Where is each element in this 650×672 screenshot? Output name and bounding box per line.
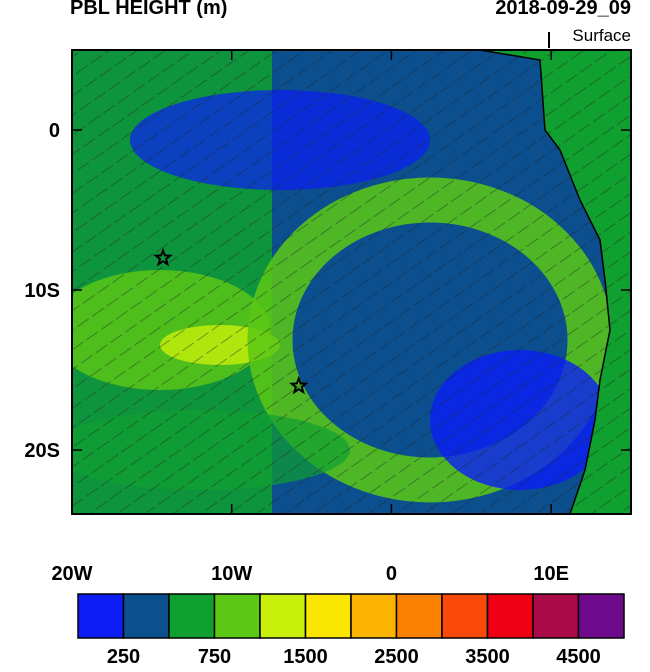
colorbar-box (350, 593, 398, 639)
colorbar-box (486, 593, 534, 639)
x-tick-label: 10W (211, 563, 252, 585)
field (72, 50, 631, 514)
x-tick-label: 10E (533, 563, 569, 585)
colorbar-box (304, 593, 352, 639)
star-marker (289, 375, 309, 395)
colorbar-box (77, 593, 125, 639)
x-tick-label: 20W (51, 563, 92, 585)
colorbar-label: 4500 (556, 646, 601, 667)
colorbar-box (259, 593, 307, 639)
colorbar-label: 750 (198, 646, 231, 667)
x-tick-label: 0 (386, 563, 397, 585)
colorbar-box (395, 593, 443, 639)
colorbar-box (122, 593, 170, 639)
colorbar-label: 250 (107, 646, 140, 667)
colorbar-box (168, 593, 216, 639)
colorbar-label: 3500 (465, 646, 510, 667)
colorbar-label: 2500 (374, 646, 419, 667)
y-tick-label: 10S (24, 280, 60, 302)
level-label: Surface (572, 26, 631, 45)
plot-frame (71, 49, 632, 515)
time-label: 2018-09-29_09 (495, 0, 631, 19)
colorbar-label: 1500 (283, 646, 328, 667)
star-marker (153, 247, 173, 267)
y-tick-label: 20S (24, 440, 60, 462)
colorbar-box (577, 593, 625, 639)
colorbar-box (441, 593, 489, 639)
colorbar-box (213, 593, 261, 639)
colorbar-box (532, 593, 580, 639)
y-tick-label: 0 (49, 120, 60, 142)
wind-barbs (72, 50, 631, 514)
title: PBL HEIGHT (m) (70, 0, 227, 19)
